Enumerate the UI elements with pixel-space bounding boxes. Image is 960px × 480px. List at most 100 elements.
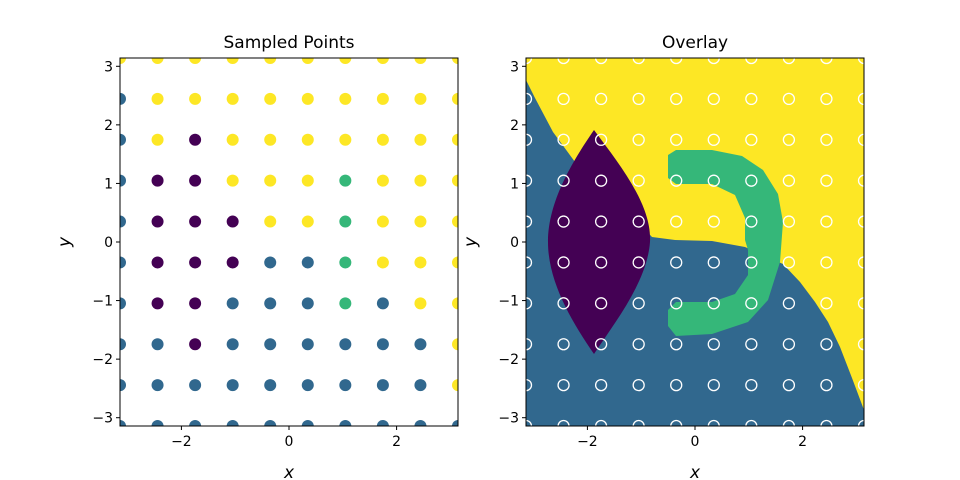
overlay-marker (557, 378, 570, 392)
sample-point (376, 256, 389, 269)
right-y-tick-label: 0 (510, 235, 519, 251)
overlay-marker (526, 215, 533, 228)
overlay-marker (707, 174, 720, 187)
sample-point (339, 174, 352, 187)
sample-point (151, 420, 164, 426)
sample-point (376, 420, 389, 426)
overlay-marker (745, 419, 758, 426)
sample-point (339, 379, 352, 392)
sample-point (226, 58, 239, 64)
overlay-marker (782, 215, 796, 228)
overlay-marker (857, 215, 864, 228)
sample-point (264, 133, 277, 146)
overlay-marker (670, 58, 683, 65)
overlay-marker (594, 338, 608, 351)
sample-point (189, 133, 202, 146)
overlay-marker (820, 215, 833, 228)
overlay-marker (526, 174, 533, 187)
sample-point (151, 379, 164, 392)
overlay-marker (594, 92, 608, 106)
right-y-tick-label: −1 (498, 294, 519, 310)
overlay-marker (670, 174, 683, 187)
overlay-marker (670, 338, 683, 351)
overlay-marker (526, 338, 533, 351)
overlay-marker (820, 174, 833, 187)
left-y-tick-label: 2 (104, 118, 113, 134)
sample-point (301, 58, 314, 64)
sample-point (226, 420, 239, 426)
overlay-marker (745, 378, 758, 392)
overlay-marker (632, 378, 645, 392)
sample-point (301, 133, 314, 146)
overlay-marker (526, 378, 533, 392)
right-axis-ticks: −2 0 2 −3 −2 −1 0 1 2 3 (498, 59, 807, 450)
overlay-marker (782, 338, 796, 351)
overlay-marker (820, 133, 833, 146)
sample-point (452, 256, 458, 269)
left-x-tick-label: −2 (171, 434, 192, 450)
sample-point (226, 133, 239, 146)
overlay-marker (632, 297, 645, 310)
overlay-marker (632, 58, 645, 65)
overlay-marker (526, 297, 533, 310)
overlay-marker (782, 174, 796, 187)
overlay-marker (857, 378, 864, 392)
overlay-marker (670, 133, 683, 146)
overlay-marker (857, 92, 864, 106)
sample-point (189, 215, 202, 228)
overlay-marker (820, 378, 833, 392)
overlay-marker (820, 419, 833, 426)
sample-point (120, 174, 126, 187)
sample-point (264, 256, 277, 269)
sample-point (189, 379, 202, 392)
sample-point (452, 338, 458, 351)
sample-point (452, 297, 458, 310)
overlay-marker (745, 92, 758, 106)
overlay-marker (707, 338, 720, 351)
sample-point (120, 256, 126, 269)
sample-point (226, 92, 239, 105)
overlay-marker (594, 58, 608, 65)
sample-point (264, 297, 277, 310)
overlay-marker (594, 133, 608, 146)
overlay-marker (557, 58, 570, 65)
sample-point (414, 92, 427, 105)
sample-point (264, 379, 277, 392)
right-y-tick-label: 3 (510, 59, 519, 75)
sample-point (120, 338, 126, 351)
sample-point (120, 133, 126, 146)
sample-point (264, 58, 277, 64)
sample-point (414, 174, 427, 187)
sample-point (264, 215, 277, 228)
overlay-marker (632, 419, 645, 426)
overlay-marker (632, 215, 645, 228)
overlay-marker (782, 419, 796, 426)
region-purple (548, 130, 651, 354)
overlay-marker (670, 215, 683, 228)
sample-point (120, 379, 126, 392)
sample-point (301, 92, 314, 105)
overlay-marker (670, 256, 683, 269)
left-x-tick-label: 0 (285, 434, 294, 450)
sample-point (151, 133, 164, 146)
right-y-axis-label: y (461, 236, 481, 248)
overlay-marker (782, 58, 796, 65)
overlay-marker (820, 256, 833, 269)
overlay-marker (745, 256, 758, 269)
left-panel: Sampled Points −2 0 2 −3 −2 −1 0 1 2 3 x y (55, 33, 459, 480)
left-y-tick-label: −2 (92, 352, 113, 368)
overlay-marker (745, 338, 758, 351)
overlay-marker (707, 378, 720, 392)
sample-point (189, 256, 202, 269)
overlay-marker (820, 297, 833, 310)
left-scatter-points (120, 58, 458, 426)
sample-point (151, 256, 164, 269)
sample-point (189, 92, 202, 105)
sample-point (264, 338, 277, 351)
sample-point (339, 297, 352, 310)
right-y-tick-label: −2 (498, 352, 519, 368)
sample-point (452, 379, 458, 392)
right-chart-title: Overlay (662, 33, 728, 53)
sample-point (189, 338, 202, 351)
sample-point (226, 174, 239, 187)
